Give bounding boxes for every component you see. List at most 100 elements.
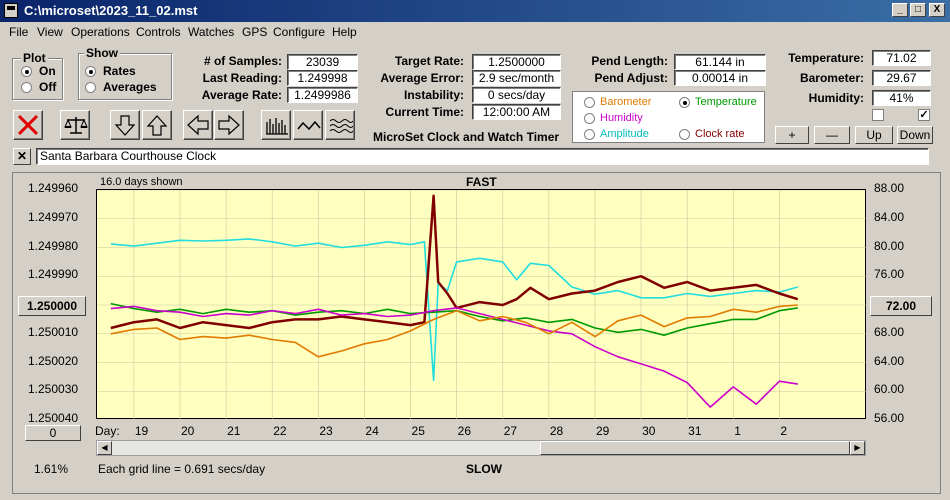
menu-file[interactable]: File [9, 25, 29, 39]
menu-help[interactable]: Help [332, 25, 357, 39]
balance-scale-icon [64, 117, 88, 134]
barometer-radio[interactable] [584, 97, 595, 108]
scroll-right-button[interactable]: ▶ [850, 441, 865, 455]
temperature-env-label: Temperature: [788, 51, 864, 65]
balance-button[interactable] [60, 110, 90, 140]
plot-off-radio[interactable] [21, 82, 32, 93]
show-group-title: Show [84, 46, 120, 60]
barometer-env-field: 29.67 [872, 70, 931, 86]
clock-name-input[interactable]: Santa Barbara Courthouse Clock [36, 148, 929, 165]
average-error-label: Average Error: [380, 71, 464, 85]
x-tick: 2 [780, 424, 788, 438]
series-line-humidity [110, 305, 798, 408]
y-right-tick: 64.00 [874, 353, 905, 368]
menu-configure[interactable]: Configure [273, 25, 326, 39]
left-bottom-button[interactable]: 0 [25, 425, 81, 441]
app-caption: MicroSet Clock and Watch Timer [373, 130, 560, 144]
current-time-label: Current Time: [385, 105, 464, 119]
right-center-button[interactable]: 72.00 [870, 296, 932, 316]
humidity-env-field: 41% [872, 90, 931, 106]
slow-label: SLOW [466, 462, 502, 476]
plot-on-label[interactable]: On [39, 64, 56, 78]
plot-off-label[interactable]: Off [39, 80, 57, 94]
series-line-amplitude [110, 238, 799, 382]
x-tick: 31 [688, 424, 702, 438]
title-bar: C:\microset\2023_11_02.mst _ □ X [0, 0, 950, 22]
x-tick: 20 [180, 424, 195, 438]
arrow-right-button[interactable] [214, 110, 244, 140]
scale-down-button[interactable]: Down [897, 126, 933, 144]
menu-watches[interactable]: Watches [188, 25, 235, 39]
target-rate-label: Target Rate: [394, 54, 464, 68]
humidity-radio[interactable] [584, 113, 595, 124]
barometer-label[interactable]: Barometer [600, 96, 652, 108]
y-left-tick: 1.250010 [28, 324, 79, 339]
humidity-label[interactable]: Humidity [600, 112, 643, 124]
show-averages-label[interactable]: Averages [103, 80, 157, 94]
percent-label: 1.61% [34, 462, 69, 476]
day-label: Day: [95, 424, 120, 438]
menu-view[interactable]: View [37, 25, 63, 39]
close-red-x-button[interactable] [13, 110, 43, 140]
close-button[interactable]: X [929, 3, 945, 17]
amplitude-label[interactable]: Amplitude [600, 128, 649, 140]
wave-button[interactable] [293, 110, 323, 140]
pend-length-field[interactable]: 61.144 in [674, 54, 766, 70]
temperature-radio[interactable] [679, 97, 690, 108]
arrow-down-button[interactable] [110, 110, 140, 140]
channel-select-box [572, 91, 765, 143]
clear-name-button[interactable]: ✕ [13, 148, 31, 165]
close-red-x-icon [17, 114, 39, 136]
y-left-tick: 1.250020 [28, 353, 79, 368]
samples-field: 23039 [287, 54, 358, 70]
menu-gps[interactable]: GPS [242, 25, 268, 39]
current-time-field: 12:00:00 AM [472, 104, 561, 120]
y-right-tick: 56.00 [874, 411, 905, 425]
scroll-left-button[interactable]: ◀ [97, 441, 112, 455]
y-left-tick: 1.249990 [28, 267, 79, 282]
chart-plot-area[interactable] [96, 189, 867, 420]
y-right-tick: 88.00 [874, 181, 905, 195]
checkbox-left[interactable] [872, 109, 884, 121]
show-averages-radio[interactable] [85, 82, 96, 93]
plot-on-radio[interactable] [21, 66, 32, 77]
y-right-tick: 76.00 [874, 267, 905, 282]
barometer-env-label: Barometer: [799, 71, 864, 85]
fast-label: FAST [466, 175, 497, 189]
temperature-label[interactable]: Temperature [695, 96, 757, 108]
app-icon[interactable] [4, 3, 18, 18]
y-right-tick: 80.00 [874, 238, 905, 253]
plot-group: Plot [12, 51, 63, 100]
menu-controls[interactable]: Controls [136, 25, 181, 39]
menu-operations[interactable]: Operations [71, 25, 130, 39]
scale-plus-button[interactable]: + [775, 126, 809, 144]
x-tick: 23 [319, 424, 333, 438]
close-icon: ✕ [16, 149, 28, 163]
y-left-tick: 1.249970 [28, 209, 79, 224]
clock-rate-label[interactable]: Clock rate [695, 128, 745, 140]
show-rates-label[interactable]: Rates [103, 64, 136, 78]
left-center-button[interactable]: 1.250000 [18, 296, 86, 316]
horizontal-scrollbar[interactable]: ◀ ▶ [96, 440, 866, 456]
x-tick: 29 [595, 424, 610, 438]
minimize-button[interactable]: _ [892, 3, 908, 17]
x-tick: 25 [411, 424, 425, 438]
amplitude-radio[interactable] [584, 129, 595, 140]
average-rate-label: Average Rate: [201, 88, 282, 102]
show-rates-radio[interactable] [85, 66, 96, 77]
arrow-left-button[interactable] [183, 110, 213, 140]
multi-wave-icon [329, 119, 353, 133]
bar-graph-button[interactable] [261, 110, 291, 140]
checkbox-right[interactable]: ✓ [918, 109, 930, 121]
multi-wave-button[interactable] [325, 110, 355, 140]
bar-graph-icon [266, 118, 288, 135]
scale-up-button[interactable]: Up [855, 126, 893, 144]
clock-rate-radio[interactable] [679, 129, 690, 140]
arrow-left-icon [187, 114, 209, 136]
arrow-up-button[interactable] [142, 110, 172, 140]
target-rate-field[interactable]: 1.2500000 [472, 54, 561, 70]
maximize-button[interactable]: □ [910, 3, 926, 17]
x-tick: 30 [642, 424, 656, 438]
scale-minus-button[interactable]: — [814, 126, 850, 144]
scroll-thumb[interactable] [540, 441, 850, 455]
